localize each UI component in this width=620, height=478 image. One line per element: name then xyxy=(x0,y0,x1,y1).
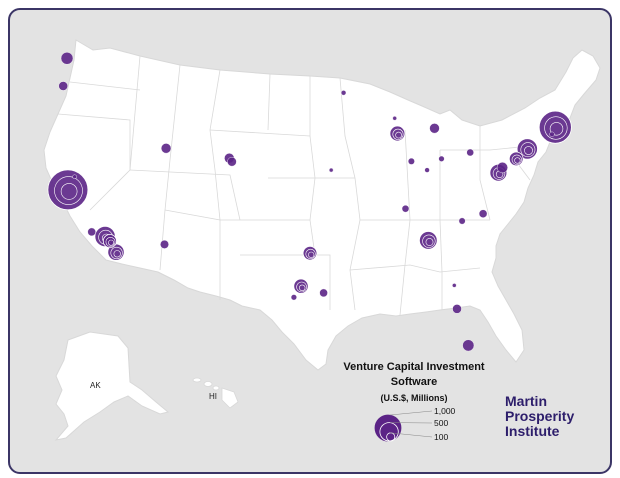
city-bubble-boston xyxy=(538,110,572,144)
city-bubble-ring xyxy=(308,251,315,258)
legend-leader-line xyxy=(389,410,433,416)
city-bubble-ring xyxy=(395,131,402,139)
city-bubble-nashville xyxy=(401,204,410,213)
city-bubble-orange-county xyxy=(102,234,117,249)
alaska-landmass xyxy=(54,331,170,441)
city-bubble-kansas-city xyxy=(329,167,334,173)
city-bubble-houston xyxy=(319,288,328,298)
alaska-label: AK xyxy=(90,381,101,390)
legend: Venture Capital Investment Software (U.S… xyxy=(343,361,485,442)
city-bubble-ann-arbor xyxy=(429,123,440,134)
city-bubble-pittsburgh xyxy=(466,148,474,157)
city-bubble-providence xyxy=(549,131,555,137)
martin-prosperity-institute-logo: Martin Prosperity Institute xyxy=(505,394,574,439)
city-bubble-jacksonville xyxy=(452,283,457,288)
city-bubble-ring xyxy=(296,281,307,293)
city-bubble-santa-barbara xyxy=(87,227,96,237)
city-bubble-salt-lake-city xyxy=(161,143,172,154)
city-bubble-dallas xyxy=(302,245,318,261)
brand-line-3: Institute xyxy=(505,423,560,439)
legend-title-line2: Software xyxy=(391,376,437,388)
brand-line-1: Martin xyxy=(505,393,547,409)
city-bubble-indianapolis xyxy=(407,157,415,165)
city-bubble-phoenix xyxy=(160,239,169,249)
city-bubble-philadelphia xyxy=(508,151,524,167)
legend-circles xyxy=(374,410,433,442)
city-bubble-baltimore xyxy=(496,162,508,174)
city-bubble-raleigh xyxy=(478,209,488,218)
city-bubble-ring xyxy=(520,142,536,158)
city-bubble-seattle xyxy=(60,52,74,65)
city-bubble-austin xyxy=(293,278,309,294)
city-bubble-chicago xyxy=(389,125,406,142)
brand-line-2: Prosperity xyxy=(505,408,575,424)
city-bubble-sacramento xyxy=(72,174,77,179)
city-bubble-ring xyxy=(544,116,568,140)
legend-subtitle: (U.S.$, Millions) xyxy=(380,393,447,403)
city-bubble-ring xyxy=(392,128,404,140)
city-bubble-ring xyxy=(108,239,115,246)
legend-leader-line xyxy=(389,432,433,438)
city-bubbles xyxy=(47,52,572,352)
city-bubble-ring xyxy=(514,157,521,164)
city-bubble-milwaukee xyxy=(392,116,397,121)
city-bubble-columbus xyxy=(438,155,445,162)
hawaii-landmass xyxy=(192,377,239,409)
legend-value-100: 100 xyxy=(434,432,448,442)
state-borders xyxy=(57,55,531,316)
city-bubble-denver xyxy=(227,156,237,167)
city-bubble-ring xyxy=(425,238,434,246)
city-bubble-ring xyxy=(299,284,306,291)
legend-value-1000: 1,000 xyxy=(434,406,456,416)
city-bubble-charlotte xyxy=(458,217,466,225)
city-bubble-orlando xyxy=(452,304,462,314)
city-bubble-portland xyxy=(58,81,68,91)
city-bubble-miami xyxy=(462,339,475,352)
hawaii-label: HI xyxy=(209,392,217,401)
city-bubble-cincinnati xyxy=(424,167,430,173)
city-bubble-ring xyxy=(422,234,436,248)
legend-value-500: 500 xyxy=(434,418,448,428)
us-map: AK HI Venture Capital Investment Softwar… xyxy=(43,39,601,442)
city-bubble-ring xyxy=(105,236,116,247)
city-bubble-ring xyxy=(524,146,533,155)
city-bubble-atlanta xyxy=(418,231,438,250)
city-bubble-ring xyxy=(60,183,78,200)
city-bubble-ring xyxy=(113,250,121,258)
city-bubble-ring xyxy=(305,248,316,260)
city-bubble-san-antonio xyxy=(290,294,297,301)
city-bubble-bay-area xyxy=(47,169,89,211)
map-frame: AK HI Venture Capital Investment Softwar… xyxy=(8,8,612,474)
city-bubble-ring xyxy=(110,246,123,260)
contiguous-us-landmass xyxy=(43,39,601,371)
city-bubble-minneapolis xyxy=(341,90,347,96)
legend-title-line1: Venture Capital Investment xyxy=(343,361,485,373)
city-bubble-ring xyxy=(549,122,564,136)
city-bubble-ring xyxy=(511,154,522,165)
city-bubble-ring xyxy=(54,176,83,205)
